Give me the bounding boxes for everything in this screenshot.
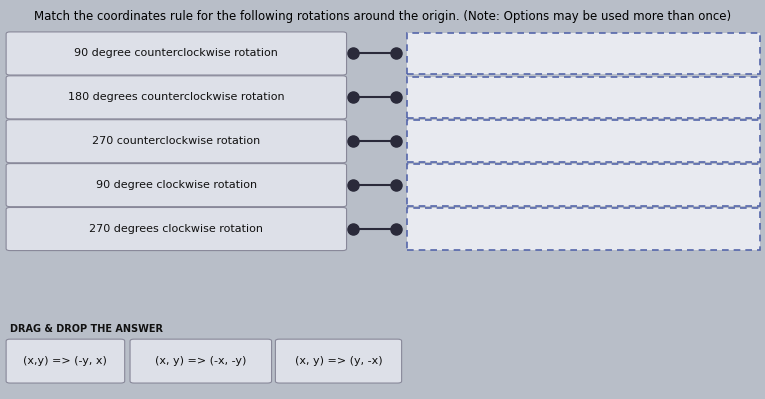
Text: (x, y) => (-x, -y): (x, y) => (-x, -y) xyxy=(155,356,246,366)
Text: Match the coordinates rule for the following rotations around the origin. (Note:: Match the coordinates rule for the follo… xyxy=(34,10,731,23)
Text: (x, y) => (y, -x): (x, y) => (y, -x) xyxy=(295,356,382,366)
Text: 180 degrees counterclockwise rotation: 180 degrees counterclockwise rotation xyxy=(68,92,285,103)
Text: (x,y) => (-y, x): (x,y) => (-y, x) xyxy=(24,356,107,366)
FancyBboxPatch shape xyxy=(6,207,347,251)
FancyBboxPatch shape xyxy=(275,339,402,383)
FancyBboxPatch shape xyxy=(407,164,760,206)
FancyBboxPatch shape xyxy=(6,76,347,119)
Text: DRAG & DROP THE ANSWER: DRAG & DROP THE ANSWER xyxy=(10,324,163,334)
FancyBboxPatch shape xyxy=(407,120,760,162)
FancyBboxPatch shape xyxy=(407,77,760,118)
Text: 90 degree counterclockwise rotation: 90 degree counterclockwise rotation xyxy=(74,48,278,59)
FancyBboxPatch shape xyxy=(407,208,760,250)
FancyBboxPatch shape xyxy=(130,339,272,383)
Text: 270 counterclockwise rotation: 270 counterclockwise rotation xyxy=(93,136,260,146)
FancyBboxPatch shape xyxy=(407,33,760,74)
Text: 270 degrees clockwise rotation: 270 degrees clockwise rotation xyxy=(90,224,263,234)
Text: 90 degree clockwise rotation: 90 degree clockwise rotation xyxy=(96,180,257,190)
FancyBboxPatch shape xyxy=(6,120,347,163)
FancyBboxPatch shape xyxy=(6,339,125,383)
FancyBboxPatch shape xyxy=(6,164,347,207)
FancyBboxPatch shape xyxy=(6,32,347,75)
